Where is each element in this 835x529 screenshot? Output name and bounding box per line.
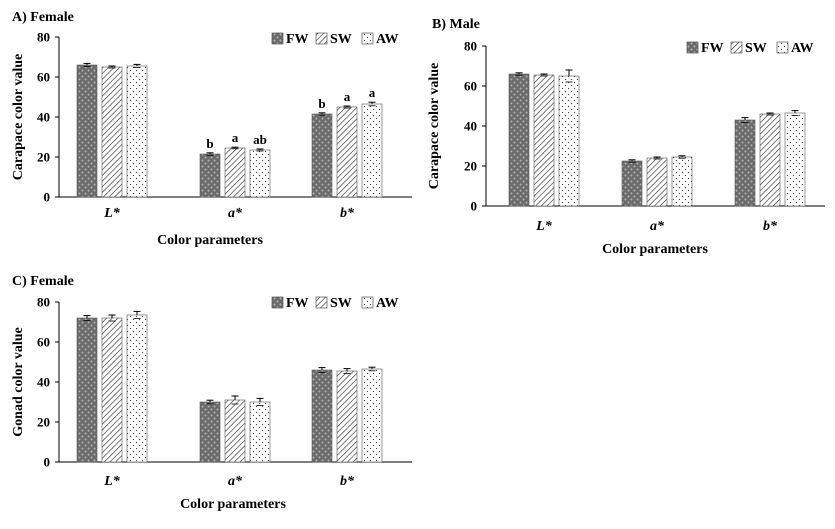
panel-a: A) Female 0 20 40 60 80 Carapace color value Co…	[11, 10, 412, 248]
bar-aw	[249, 149, 271, 198]
y-tick-label: 20	[37, 150, 50, 165]
bar-sw	[759, 113, 781, 207]
y-tick-label: 0	[44, 190, 51, 205]
bar-aw	[126, 65, 148, 198]
legend-swatch-sw	[315, 296, 328, 309]
bar-fw	[508, 73, 530, 207]
bar-aw	[558, 75, 580, 207]
panel-title: A) Female	[12, 10, 74, 25]
x-axis-label: Color parameters	[157, 233, 263, 248]
y-tick-label: 60	[37, 70, 50, 85]
category-label: a*	[650, 219, 665, 234]
legend: FW SW AW	[271, 32, 399, 47]
bar-fw	[199, 153, 221, 198]
y-tick-label: 40	[37, 375, 50, 390]
legend-swatch-sw	[730, 41, 743, 54]
legend-swatch-fw	[686, 41, 699, 54]
category-label: b*	[340, 474, 355, 489]
category-label: b*	[763, 219, 778, 234]
y-tick-label: 80	[37, 30, 50, 45]
y-tick-label: 0	[471, 199, 478, 214]
legend-swatch-fw	[271, 32, 284, 45]
bar-sw	[101, 66, 123, 198]
legend-label: SW	[745, 41, 767, 56]
significance-label: a	[344, 89, 351, 104]
category-label: b*	[340, 206, 355, 221]
significance-label: a	[369, 85, 376, 100]
y-tick-label: 40	[464, 119, 477, 134]
legend-label: FW	[286, 32, 309, 47]
category-label: a*	[228, 474, 243, 489]
legend-label: SW	[330, 296, 352, 311]
legend-label: FW	[701, 41, 724, 56]
bar-sw	[646, 157, 668, 207]
significance-label: a	[232, 130, 239, 145]
y-tick-label: 20	[37, 415, 50, 430]
legend: FW SW AW	[686, 41, 814, 56]
bar-fw	[734, 119, 756, 207]
y-tick-label: 0	[44, 455, 51, 470]
x-axis-label: Color parameters	[602, 242, 708, 257]
y-axis-label: Gonad color value	[11, 327, 26, 436]
y-axis-label: Carapace color value	[427, 63, 442, 190]
bar-aw	[671, 156, 693, 207]
significance-label: b	[318, 96, 325, 111]
legend-swatch-aw	[361, 32, 374, 45]
legend-swatch-aw	[361, 296, 374, 309]
bar-sw	[224, 399, 246, 463]
bar-sw	[336, 106, 358, 198]
legend-label: AW	[376, 296, 399, 311]
bar-fw	[311, 113, 333, 198]
legend-label: AW	[791, 41, 814, 56]
legend: FW SW AW	[271, 296, 399, 311]
bar-sw	[101, 317, 123, 463]
y-tick-label: 40	[37, 110, 50, 125]
y-axis-label: Carapace color value	[11, 54, 26, 181]
bar-aw	[361, 103, 383, 198]
panel-b: B) Male 0 20 40 60 80 Carapace color value Colo…	[427, 17, 825, 257]
bar-fw	[199, 401, 221, 463]
bar-aw	[126, 314, 148, 463]
bar-aw	[784, 112, 806, 207]
bar-sw	[336, 370, 358, 463]
y-tick-label: 60	[464, 79, 477, 94]
significance-label: b	[206, 136, 213, 151]
category-label: a*	[228, 206, 243, 221]
legend-swatch-aw	[776, 41, 789, 54]
bar-aw	[249, 401, 271, 463]
category-label: L*	[103, 206, 121, 221]
x-axis-label: Color parameters	[180, 497, 286, 512]
bar-aw	[361, 368, 383, 463]
legend-label: FW	[286, 296, 309, 311]
legend-swatch-sw	[315, 32, 328, 45]
panel-title: C) Female	[12, 274, 74, 289]
bar-fw	[621, 160, 643, 207]
y-tick-label: 80	[464, 39, 477, 54]
bar-fw	[76, 64, 98, 198]
bar-fw	[76, 317, 98, 463]
category-label: L*	[103, 474, 121, 489]
panel-title: B) Male	[432, 17, 480, 32]
y-tick-label: 80	[37, 295, 50, 310]
legend-swatch-fw	[271, 296, 284, 309]
y-tick-label: 20	[464, 159, 477, 174]
bar-sw	[224, 147, 246, 198]
category-label: L*	[535, 219, 553, 234]
y-tick-label: 60	[37, 335, 50, 350]
legend-label: SW	[330, 32, 352, 47]
bar-sw	[533, 74, 555, 207]
significance-label: ab	[253, 132, 267, 147]
bar-fw	[311, 369, 333, 463]
legend-label: AW	[376, 32, 399, 47]
panel-c: C) Female 0 20 40 60 80 Gonad color value Color…	[11, 274, 412, 512]
